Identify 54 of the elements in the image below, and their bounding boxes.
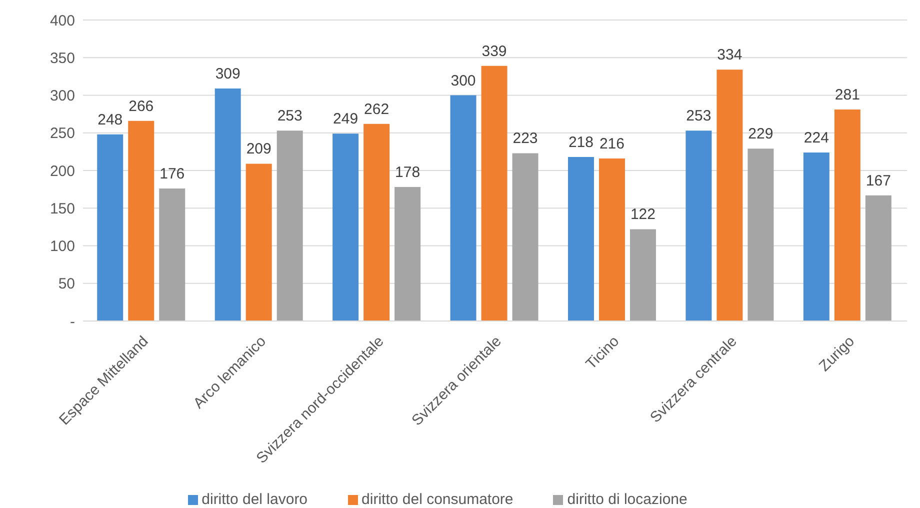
- bar: [481, 66, 508, 321]
- data-label: 248: [98, 111, 123, 128]
- data-label: 209: [246, 140, 272, 158]
- data-label: 266: [128, 98, 154, 115]
- bar: [568, 156, 594, 321]
- legend-label: diritto del consumatore: [362, 491, 514, 508]
- data-label: 334: [717, 46, 742, 64]
- data-label: 253: [686, 108, 712, 125]
- data-label: 253: [277, 108, 302, 125]
- y-tick-label: 250: [50, 125, 75, 142]
- bar: [394, 187, 421, 321]
- y-tick-label: 50: [58, 276, 75, 293]
- bar: [630, 229, 656, 321]
- data-label: 223: [512, 130, 538, 148]
- legend-label: diritto di locazione: [567, 491, 688, 508]
- data-label: 224: [804, 129, 829, 146]
- bar: [803, 152, 830, 321]
- bar: [686, 130, 712, 321]
- y-tick-label: 200: [50, 162, 75, 180]
- data-label: 229: [748, 126, 774, 143]
- y-tick-label: 350: [50, 50, 75, 67]
- data-label: 176: [160, 166, 185, 183]
- data-label: 339: [482, 42, 507, 60]
- data-label: 167: [866, 172, 891, 190]
- bar: [128, 120, 154, 321]
- y-tick-label: 400: [50, 12, 75, 30]
- y-tick-label: 100: [50, 238, 75, 256]
- legend-label: diritto del lavoro: [202, 491, 308, 508]
- bar: [716, 70, 743, 321]
- bar: [598, 158, 625, 321]
- bar: [276, 130, 303, 321]
- bar: [332, 134, 359, 321]
- bar: [159, 188, 186, 321]
- y-tick-label: 300: [50, 88, 75, 105]
- bar: [214, 88, 241, 321]
- bar: [512, 153, 538, 321]
- data-label: 122: [630, 206, 656, 224]
- bar: [364, 124, 390, 321]
- data-label: 218: [568, 134, 594, 151]
- data-label: 309: [215, 65, 240, 82]
- y-tick-label: -: [70, 313, 75, 330]
- bar: [246, 164, 272, 321]
- data-label: 300: [450, 72, 476, 90]
- data-label: 178: [395, 164, 420, 182]
- bar: [450, 95, 476, 321]
- bar: [97, 134, 124, 321]
- data-label: 249: [333, 110, 358, 128]
- y-tick-label: 150: [50, 200, 75, 218]
- data-label: 281: [834, 86, 860, 104]
- data-label: 216: [599, 135, 624, 152]
- bar: [748, 148, 774, 321]
- data-label: 262: [364, 100, 390, 118]
- bar: [865, 195, 892, 321]
- bar: [834, 110, 860, 321]
